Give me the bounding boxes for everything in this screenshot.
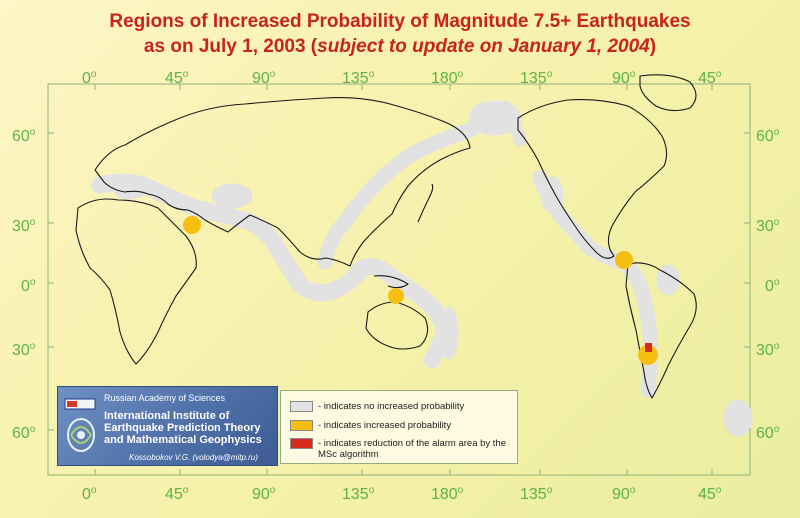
legend-text-no-increase: - indicates no increased probability [318,401,465,412]
lon-label-bottom-90e: 90o [252,485,276,503]
legend-text-reduced: - indicates reduction of the alarm area … [318,438,506,460]
lon-label-top-90w: 90o [612,69,636,87]
msc-reduced-area [645,343,652,352]
map-title-line1: Regions of Increased Probability of Magn… [109,11,691,32]
lat-label-left-30n: 30o [12,217,36,235]
lon-label-top-135w: 135o [520,69,553,87]
lon-label-top-135e: 135o [342,69,375,87]
caribbean-region [656,264,680,296]
lon-label-top-180: 180o [431,69,464,87]
lon-label-bottom-45w: 45o [698,485,722,503]
author-credit: Kossobokov V.G. (volodya@mitp.ru) [129,453,258,462]
alpine-himalayan-belt [91,173,454,369]
chile-alarm-area [638,345,658,365]
increased-probability-regions [183,216,658,365]
institution-panel: Russian Academy of Sciences Internationa… [57,386,278,466]
south-america-outline [625,262,697,399]
japan-arc [417,183,434,223]
increased-swatch [290,420,313,431]
north-america-outline [517,99,668,259]
lon-label-top-90e: 90o [252,69,276,87]
california-region [540,176,564,214]
lon-label-bottom-0: 0o [82,485,97,503]
update-note: subject to update on January 1, 2004 [317,36,650,57]
map-title-line2: as on July 1, 2003 (subject to update on… [143,36,657,57]
lat-label-right-30n: 30o [756,217,780,235]
africa-outline [75,198,197,365]
map-frame [47,83,751,476]
south-sandwich-region [723,399,753,437]
lon-label-bottom-135w: 135o [520,485,553,503]
institute-emblem-icon [64,398,96,452]
no-increase-regions [91,100,753,437]
lat-label-right-60s: 60o [756,424,780,442]
continents [75,74,697,399]
lat-label-right-30s: 30o [756,341,780,359]
solomon-alarm-area [388,288,404,304]
alaska-region [468,100,522,136]
central-america-alarm-area [615,251,633,269]
tonga-kermadec-region [439,306,459,360]
lon-label-bottom-90w: 90o [612,485,636,503]
lon-label-top-45e: 45o [165,69,189,87]
legend-text-increased: - indicates increased probability [318,420,452,431]
lat-label-right-0: 0o [765,277,780,295]
lon-label-top-0: 0o [82,69,97,87]
australia-outline [365,301,429,350]
greenland-outline [639,74,697,112]
iran-alarm-area [183,216,201,234]
lat-label-right-60n: 60o [756,127,780,145]
reduced-swatch [290,438,313,449]
new-guinea-outline [373,275,409,289]
institute-name: International Institute of Earthquake Pr… [104,410,262,446]
academy-name: Russian Academy of Sciences [104,393,226,403]
central-asia-region [211,183,253,209]
lon-label-bottom-135e: 135o [342,485,375,503]
lat-label-left-30s: 30o [12,341,36,359]
lon-label-bottom-180: 180o [431,485,464,503]
no-increase-swatch [290,401,313,412]
lat-label-left-60s: 60o [12,424,36,442]
lon-label-top-45w: 45o [698,69,722,87]
map-ticks [48,84,750,475]
eurasia-outline [94,97,471,267]
map-legend: - indicates no increased probability - i… [280,390,518,464]
lat-label-left-0: 0o [21,277,36,295]
lat-label-left-60n: 60o [12,127,36,145]
lon-label-bottom-45e: 45o [165,485,189,503]
mediterranean-region [112,176,148,200]
